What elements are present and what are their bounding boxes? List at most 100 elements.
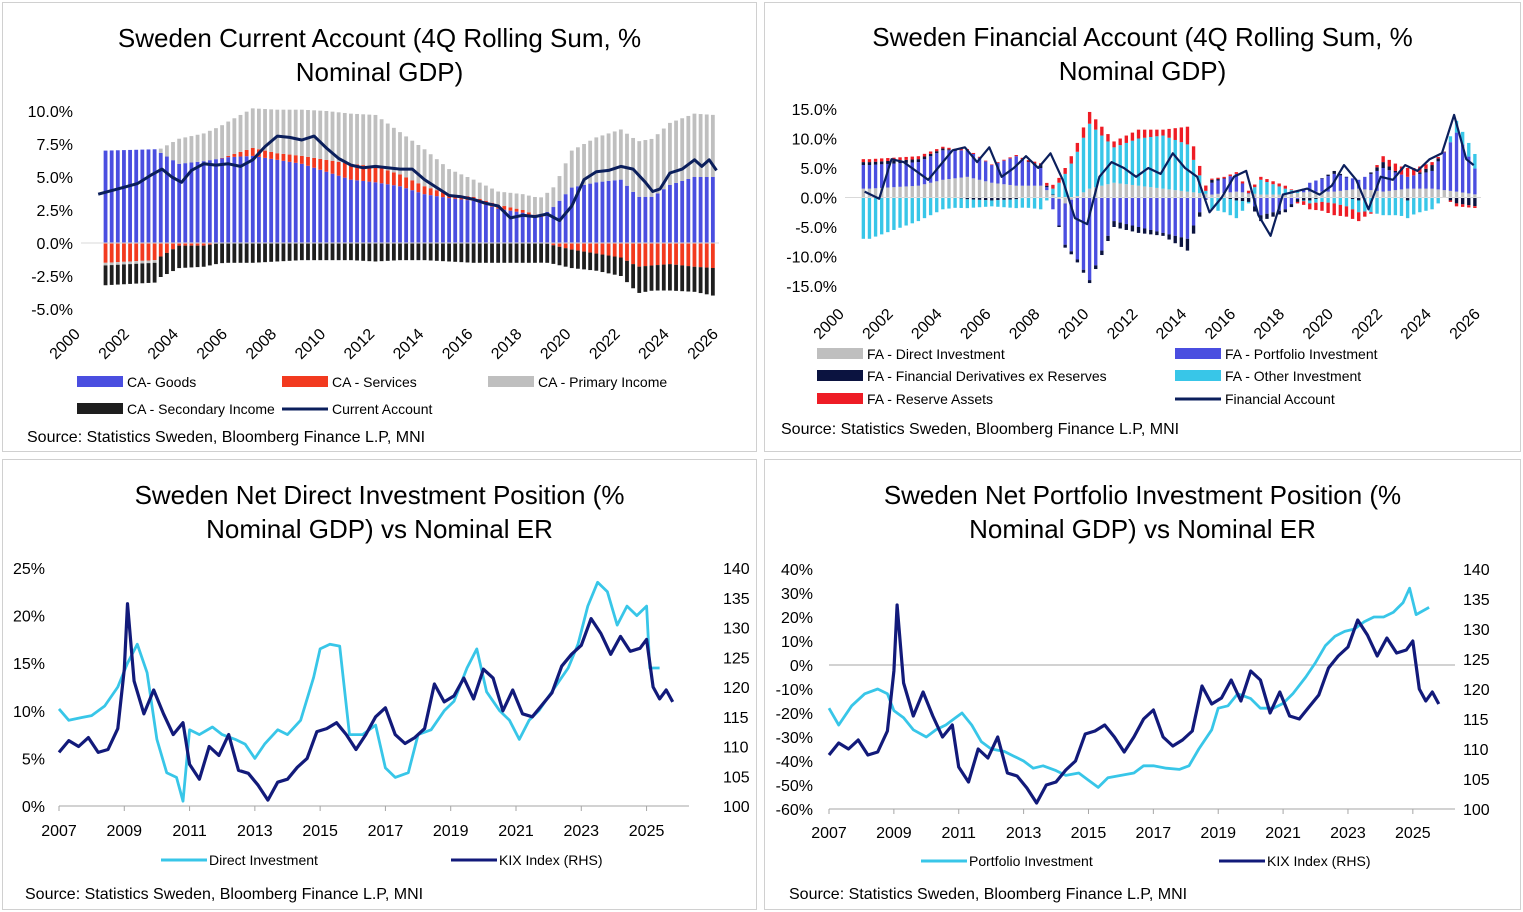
bar-fa-direct-investment xyxy=(1240,192,1245,198)
portfolio-investment-title: Sweden Net Portfolio Investment Position… xyxy=(883,480,1402,544)
y-left-tick-label: -60% xyxy=(776,802,813,819)
bar-ca-goods xyxy=(349,179,353,243)
bar-ca-goods xyxy=(569,187,574,243)
bar-ca-services xyxy=(103,243,108,263)
bar-fa-portfolio-investment xyxy=(1314,180,1318,192)
y-right-tick-label: 100 xyxy=(1463,802,1490,819)
bar-fa-portfolio-investment xyxy=(1185,197,1190,239)
legend-label-kix-index-rhs: KIX Index (RHS) xyxy=(1267,853,1370,869)
bar-fa-reserve-assets xyxy=(1173,128,1177,140)
bar-fa-portfolio-investment xyxy=(928,156,933,183)
bar-fa-other-investment xyxy=(1338,197,1343,205)
legend-label-fa-portfolio-investment: FA - Portfolio Investment xyxy=(1225,346,1378,362)
bar-fa-financial-derivatives-ex-reserves xyxy=(1014,197,1018,200)
bar-ca-goods xyxy=(692,177,697,243)
bar-ca-primary-income xyxy=(177,138,182,164)
bar-fa-financial-derivatives-ex-reserves xyxy=(1149,229,1153,235)
bar-fa-other-investment xyxy=(898,197,902,228)
bar-ca-secondary-income xyxy=(631,264,636,289)
bar-ca-goods xyxy=(379,183,384,243)
x-tick-label: 2009 xyxy=(106,823,142,840)
bar-ca-primary-income xyxy=(140,260,145,264)
bar-fa-direct-investment xyxy=(941,179,945,198)
y-right-tick-label: 135 xyxy=(723,591,750,608)
portfolio-investment-panel: Sweden Net Portfolio Investment Position… xyxy=(764,459,1521,910)
bar-ca-goods xyxy=(195,161,200,243)
bar-fa-other-investment xyxy=(1026,197,1031,208)
legend-swatch-ca-primary-income xyxy=(488,376,534,387)
x-tick-label: 2023 xyxy=(1330,825,1366,842)
bar-ca-primary-income xyxy=(600,135,605,182)
bar-ca-primary-income xyxy=(128,261,132,265)
bar-fa-financial-derivatives-ex-reserves xyxy=(1265,213,1269,219)
bar-fa-reserve-assets xyxy=(1393,163,1398,171)
bar-fa-other-investment xyxy=(1308,200,1312,204)
bar-fa-reserve-assets xyxy=(1167,128,1171,138)
bar-fa-portfolio-investment xyxy=(1161,197,1165,233)
bar-fa-reserve-assets xyxy=(1350,209,1355,219)
bar-fa-financial-derivatives-ex-reserves xyxy=(873,161,878,165)
bar-ca-goods xyxy=(207,160,212,243)
bar-ca-goods xyxy=(526,214,531,243)
bar-ca-goods xyxy=(355,180,359,243)
bar-fa-financial-derivatives-ex-reserves xyxy=(1344,176,1349,178)
bar-ca-goods xyxy=(140,149,145,243)
bar-fa-other-investment xyxy=(1100,135,1104,186)
bar-fa-direct-investment xyxy=(1314,191,1318,198)
bar-ca-secondary-income xyxy=(496,243,501,263)
bar-fa-reserve-assets xyxy=(1008,157,1012,159)
bar-fa-direct-investment xyxy=(1393,190,1398,198)
bar-fa-other-investment xyxy=(1179,142,1184,191)
bar-fa-financial-derivatives-ex-reserves xyxy=(1277,210,1281,215)
bar-fa-financial-derivatives-ex-reserves xyxy=(1051,194,1055,196)
bar-ca-services xyxy=(183,243,188,246)
bar-fa-direct-investment xyxy=(1350,189,1355,198)
bar-fa-reserve-assets xyxy=(1375,165,1379,168)
bar-fa-financial-derivatives-ex-reserves xyxy=(1375,167,1379,171)
bar-fa-other-investment xyxy=(1344,197,1349,207)
bar-ca-goods xyxy=(539,216,543,243)
bar-fa-portfolio-investment xyxy=(1130,197,1135,226)
bar-ca-services xyxy=(355,164,359,181)
bar-ca-services xyxy=(563,243,568,249)
bar-fa-other-investment xyxy=(1185,144,1190,192)
bar-fa-reserve-assets xyxy=(996,162,1000,163)
bar-fa-financial-derivatives-ex-reserves xyxy=(977,197,982,200)
bar-ca-secondary-income xyxy=(128,264,132,284)
bar-fa-reserve-assets xyxy=(947,147,951,150)
bar-ca-secondary-income xyxy=(226,243,231,263)
bar-fa-reserve-assets xyxy=(1045,182,1049,186)
bar-fa-other-investment xyxy=(1149,137,1153,188)
bar-ca-services xyxy=(373,166,378,183)
bar-ca-secondary-income xyxy=(281,243,286,262)
bar-ca-secondary-income xyxy=(207,244,212,266)
legend-swatch-fa-financial-derivatives-ex-reserves xyxy=(817,370,863,381)
bar-fa-direct-investment xyxy=(1405,188,1410,198)
y-right-tick-label: 125 xyxy=(723,650,750,667)
bar-fa-other-investment xyxy=(1161,135,1165,189)
y-tick-label: 2.5% xyxy=(37,203,73,220)
bar-ca-primary-income xyxy=(661,128,666,190)
bar-fa-financial-derivatives-ex-reserves xyxy=(1191,225,1196,234)
bar-ca-primary-income xyxy=(422,149,427,187)
bar-ca-secondary-income xyxy=(704,267,709,295)
bar-fa-portfolio-investment xyxy=(1448,142,1453,191)
bar-ca-goods xyxy=(459,199,464,243)
bar-ca-secondary-income xyxy=(459,243,464,263)
legend-label-ca-services: CA - Services xyxy=(332,374,417,390)
bar-fa-financial-derivatives-ex-reserves xyxy=(1161,232,1165,236)
bar-fa-other-investment xyxy=(1240,201,1245,211)
y-left-tick-label: 25% xyxy=(13,561,45,578)
bar-fa-direct-investment xyxy=(1357,188,1361,198)
bar-fa-direct-investment xyxy=(1387,190,1391,198)
bar-ca-secondary-income xyxy=(404,243,409,261)
bar-fa-portfolio-investment xyxy=(1344,176,1349,191)
bar-ca-secondary-income xyxy=(349,243,353,261)
bar-fa-reserve-assets xyxy=(1136,129,1141,139)
y-left-tick-label: -30% xyxy=(776,730,813,747)
bar-fa-financial-derivatives-ex-reserves xyxy=(1136,227,1141,233)
bar-ca-primary-income xyxy=(410,140,415,181)
bar-fa-financial-derivatives-ex-reserves xyxy=(1381,162,1385,168)
bar-fa-reserve-assets xyxy=(1234,172,1239,174)
bar-fa-financial-derivatives-ex-reserves xyxy=(965,197,969,200)
